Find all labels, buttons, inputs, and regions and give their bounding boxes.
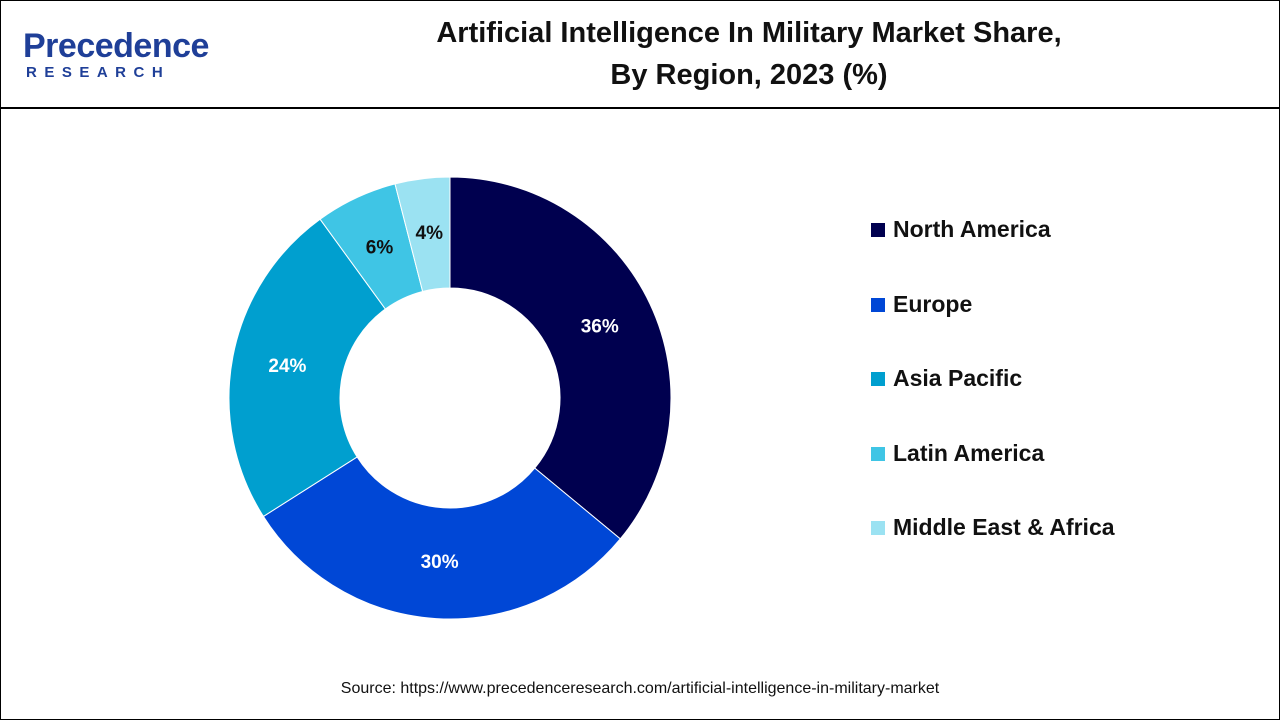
chart-title: By Region, 2023 (%) bbox=[610, 59, 888, 91]
donut-slice bbox=[394, 176, 451, 293]
legend-swatch bbox=[871, 372, 885, 386]
data-label: 24% bbox=[268, 356, 306, 377]
legend-entry: Asia Pacific bbox=[871, 362, 1133, 394]
source: Source: https://www.precedenceresearch.c… bbox=[340, 680, 940, 697]
legend-swatch bbox=[871, 521, 885, 535]
donut-slice bbox=[228, 218, 387, 518]
legend-label: Middle East & Africa bbox=[893, 514, 1115, 540]
legend-entry: Latin America bbox=[871, 437, 1133, 469]
legend-entry: Middle East & Africa bbox=[871, 511, 1133, 543]
legend-swatch bbox=[871, 223, 885, 237]
legend-label: North America bbox=[893, 216, 1051, 242]
data-label: 36% bbox=[581, 317, 619, 338]
logo-name: Precedence bbox=[23, 27, 209, 65]
data-label: 30% bbox=[421, 552, 459, 573]
donut-slice bbox=[449, 176, 672, 540]
chart: 36% 30% 24% 6% 4% bbox=[228, 176, 672, 620]
legend-label: Asia Pacific bbox=[893, 365, 1023, 391]
legend-swatch bbox=[871, 446, 885, 461]
logo-tagline: RESEARCH bbox=[26, 64, 171, 81]
legend-label: Latin America bbox=[893, 439, 1045, 466]
legend-entry: North America bbox=[871, 213, 1133, 245]
legend-entry: Europe bbox=[871, 288, 1133, 320]
header: Precedence RESEARCH Artificial Intellige… bbox=[1, 1, 1279, 109]
donut-slice bbox=[262, 456, 621, 620]
legend-label: Europe bbox=[893, 290, 973, 317]
data-label: 4% bbox=[416, 223, 444, 244]
data-label: 6% bbox=[366, 237, 394, 258]
chart-title: Artificial Intelligence In Military Mark… bbox=[436, 17, 1062, 49]
legend-swatch bbox=[871, 297, 885, 312]
